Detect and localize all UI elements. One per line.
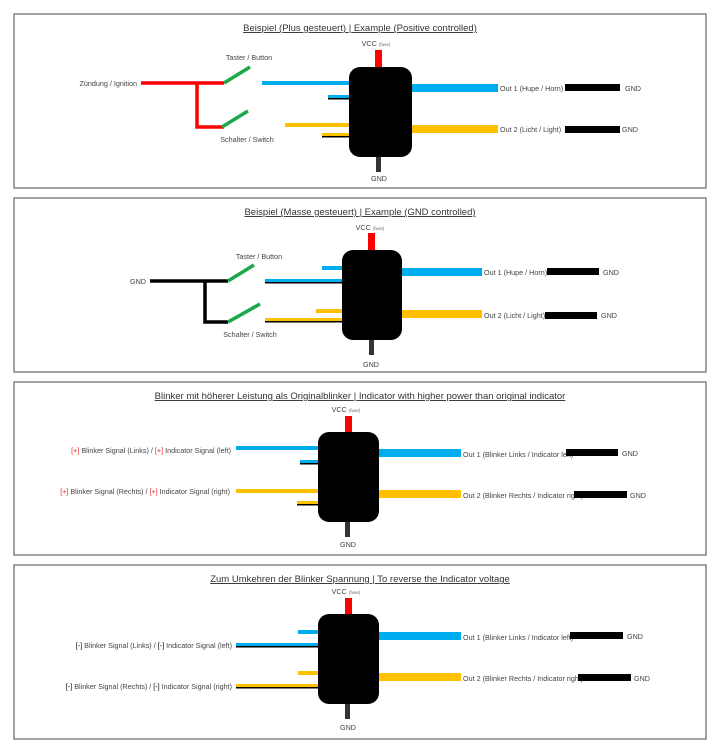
vcc-wire <box>375 50 382 68</box>
input1-label: [-] Blinker Signal (Links) / [-] Indicat… <box>76 641 232 650</box>
panel-higher-power-indicator: Blinker mit höherer Leistung als Origina… <box>13 381 707 556</box>
input2-wire <box>285 123 350 127</box>
gnd-wire <box>345 521 350 537</box>
out1-label: Out 1 (Hupe / Horn) <box>500 84 563 93</box>
out2-wire <box>379 673 461 681</box>
load2-bar <box>565 126 620 133</box>
input2-wire <box>236 489 319 493</box>
vcc-label: VCC (fuse) <box>332 587 361 596</box>
relay-module <box>318 614 379 704</box>
input1-aux-wire <box>298 630 319 634</box>
input1-wire <box>236 643 319 646</box>
out1-label: Out 1 (Blinker Links / Indicator left) <box>463 450 573 459</box>
out2-gnd-label: GND <box>622 125 638 134</box>
out2-wire <box>402 310 482 318</box>
vcc-label: VCC (fuse) <box>362 39 391 48</box>
relay-module <box>349 67 412 157</box>
load2-bar <box>578 674 631 681</box>
out2-label: Out 2 (Blinker Rechts / Indicator right) <box>463 491 583 500</box>
out1-gnd-label: GND <box>603 268 619 277</box>
out1-label: Out 1 (Hupe / Horn) <box>484 268 547 277</box>
gnd-label: GND <box>363 360 379 369</box>
input-label: Zündung / Ignition <box>79 79 137 88</box>
input1-wire <box>262 81 350 85</box>
ground-input-wire <box>150 279 228 324</box>
out1-label: Out 1 (Blinker Links / Indicator left) <box>463 633 573 642</box>
out2-label: Out 2 (Licht / Light) <box>500 125 561 134</box>
switch-contact <box>227 302 261 324</box>
input1-label: [+] Blinker Signal (Links) / [+] Indicat… <box>71 446 231 455</box>
button-contact <box>223 65 251 85</box>
panel-title: Beispiel (Plus gesteuert) | Example (Pos… <box>243 23 477 34</box>
out2-gnd-label: GND <box>630 491 646 500</box>
switch-label: Schalter / Switch <box>220 135 274 144</box>
vcc-wire <box>345 598 352 615</box>
panel-frame <box>13 197 707 373</box>
load2-bar <box>545 312 597 319</box>
out1-gnd-label: GND <box>622 449 638 458</box>
input1-aux-wire <box>328 95 350 98</box>
input1-aux-wire <box>300 460 319 463</box>
load1-bar <box>566 449 618 456</box>
out2-wire <box>379 490 461 498</box>
gnd-label: GND <box>371 174 387 183</box>
vcc-wire <box>345 416 352 433</box>
input1-wire <box>265 279 343 282</box>
relay-module <box>318 432 379 522</box>
ignition-wire <box>141 81 224 129</box>
out2-label: Out 2 (Licht / Light) <box>484 311 545 320</box>
panel-positive-controlled: Beispiel (Plus gesteuert) | Example (Pos… <box>13 13 707 189</box>
gnd-wire <box>376 156 381 172</box>
input2-aux-wire <box>297 501 319 504</box>
input-label: GND <box>130 277 146 286</box>
panel-reverse-indicator-voltage: Zum Umkehren der Blinker Spannung | To r… <box>13 564 707 740</box>
button-label: Taster / Button <box>236 252 282 261</box>
vcc-label: VCC (fuse) <box>356 223 385 232</box>
out2-label: Out 2 (Blinker Rechts / Indicator right) <box>463 674 583 683</box>
gnd-label: GND <box>340 723 356 732</box>
input2-wire <box>236 684 319 687</box>
out2-gnd-label: GND <box>634 674 650 683</box>
input2-aux-wire <box>316 309 343 313</box>
input1-aux-wire <box>322 266 343 270</box>
out1-wire <box>412 84 498 92</box>
button-label: Taster / Button <box>226 53 272 62</box>
relay-module <box>342 250 402 340</box>
button-contact <box>227 263 255 283</box>
vcc-wire <box>368 233 375 251</box>
out2-wire <box>412 125 498 133</box>
load1-bar <box>565 84 620 91</box>
load2-bar <box>574 491 627 498</box>
out1-wire <box>402 268 482 276</box>
out1-gnd-label: GND <box>627 632 643 641</box>
input2-aux-wire <box>298 671 319 675</box>
panel-title: Zum Umkehren der Blinker Spannung | To r… <box>210 574 510 585</box>
out1-wire <box>379 632 461 640</box>
gnd-wire <box>369 339 374 355</box>
load1-bar <box>570 632 623 639</box>
input2-aux-wire <box>322 133 350 136</box>
out1-wire <box>379 449 461 457</box>
switch-contact <box>221 109 249 129</box>
switch-label: Schalter / Switch <box>223 330 277 339</box>
input2-label: [-] Blinker Signal (Rechts) / [-] Indica… <box>66 682 232 691</box>
panel-gnd-controlled: Beispiel (Masse gesteuert) | Example (GN… <box>13 197 707 373</box>
input2-wire <box>265 318 343 321</box>
input2-label: [+] Blinker Signal (Rechts) / [+] Indica… <box>60 487 230 496</box>
gnd-wire <box>345 703 350 719</box>
input1-wire <box>236 446 319 450</box>
panel-title: Beispiel (Masse gesteuert) | Example (GN… <box>244 207 475 218</box>
vcc-label: VCC (fuse) <box>332 405 361 414</box>
out1-gnd-label: GND <box>625 84 641 93</box>
panel-title: Blinker mit höherer Leistung als Origina… <box>155 391 566 402</box>
gnd-label: GND <box>340 540 356 549</box>
load1-bar <box>547 268 599 275</box>
out2-gnd-label: GND <box>601 311 617 320</box>
